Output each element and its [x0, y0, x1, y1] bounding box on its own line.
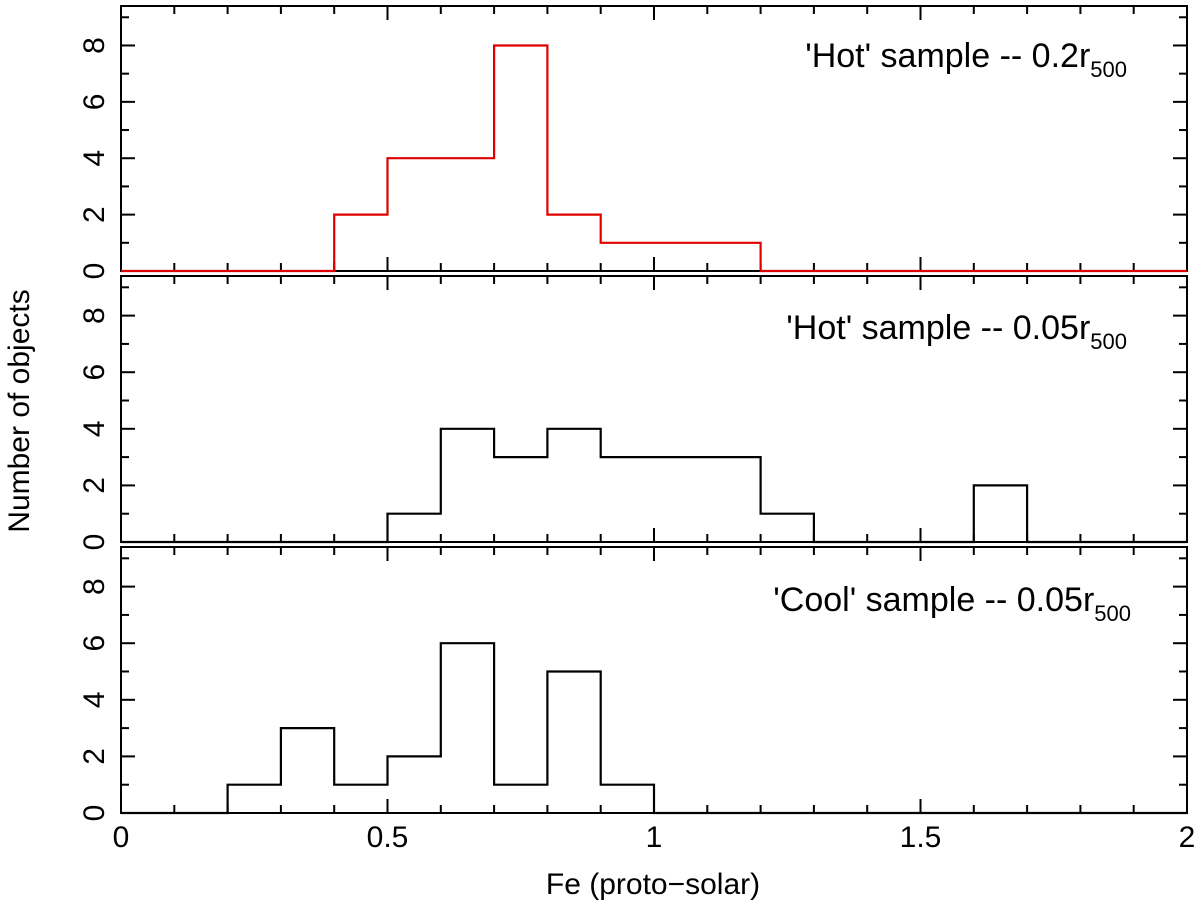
y-tick-label: 0 — [78, 534, 111, 551]
panel-title-subscript: 500 — [1094, 601, 1131, 626]
histogram-bar — [441, 429, 494, 542]
y-tick-label: 2 — [78, 748, 111, 765]
histogram-bar — [494, 785, 547, 813]
histogram-outline — [121, 427, 1187, 544]
panel-title-main: 'Hot' sample -- 0.05r — [786, 309, 1090, 347]
y-tick-label: 2 — [78, 206, 111, 223]
histogram-bar — [601, 457, 654, 542]
panel-3: 0 2 4 6 8 'Cool' sample -- 0.05r500 — [78, 546, 1188, 822]
histogram-bar — [388, 756, 441, 813]
y-tick-label: 4 — [78, 150, 111, 167]
x-tick-label: 0.5 — [367, 821, 409, 854]
histogram-bar — [441, 158, 494, 271]
histogram-bar — [334, 215, 387, 271]
y-axis-title: Number of objects — [3, 289, 36, 532]
histogram-bar — [494, 457, 547, 542]
y-tick-label: 6 — [78, 635, 111, 652]
histogram-bar — [654, 243, 707, 271]
x-tick-label: 1 — [646, 821, 663, 854]
histogram-bar — [761, 514, 814, 542]
histogram-bar — [547, 215, 600, 271]
panel-title-subscript: 500 — [1090, 57, 1127, 82]
y-tick-label: 6 — [78, 364, 111, 381]
x-tick-label: 0 — [113, 821, 130, 854]
histogram-bar — [974, 485, 1027, 542]
histogram-bar — [388, 514, 441, 542]
panel-title: 'Hot' sample -- 0.2r500 — [805, 37, 1127, 82]
histogram-bar — [707, 243, 760, 271]
panel-title: 'Hot' sample -- 0.05r500 — [786, 309, 1127, 354]
y-tick-label: 4 — [78, 420, 111, 437]
x-axis-title: Fe (proto−solar) — [546, 868, 760, 901]
panel-1: 0 2 4 6 8 'Hot' sample -- 0.2r500 — [78, 5, 1188, 280]
y-tick-label: 6 — [78, 94, 111, 111]
panel-title: 'Cool' sample -- 0.05r500 — [773, 581, 1131, 626]
y-tick-label: 8 — [78, 307, 111, 324]
y-tick-label: 0 — [78, 805, 111, 822]
histogram-bar — [441, 643, 494, 813]
histogram-bar — [228, 785, 281, 813]
histogram-bar — [334, 785, 387, 813]
histogram-bar — [494, 45, 547, 271]
y-tick-label: 0 — [78, 263, 111, 280]
histogram-bar — [707, 457, 760, 542]
histogram-bar — [601, 243, 654, 271]
histogram-outline — [121, 44, 1187, 273]
panel-title-main: 'Cool' sample -- 0.05r — [773, 581, 1094, 619]
y-tick-label: 4 — [78, 691, 111, 708]
histogram-bar — [388, 158, 441, 271]
x-tick-label: 2 — [1179, 821, 1196, 854]
panel-title-subscript: 500 — [1090, 329, 1127, 354]
y-tick-label: 8 — [78, 578, 111, 595]
histogram-bar — [547, 429, 600, 542]
histogram-bar — [281, 728, 334, 813]
histogram-outline — [121, 642, 1187, 815]
histogram-bar — [654, 457, 707, 542]
panel-title-main: 'Hot' sample -- 0.2r — [805, 37, 1090, 75]
y-tick-label: 8 — [78, 37, 111, 54]
x-tick-label: 1.5 — [900, 821, 942, 854]
y-tick-label: 2 — [78, 477, 111, 494]
histogram-bar — [601, 785, 654, 813]
panel-2: 0 2 4 6 8 'Hot' sample -- 0.05r500 — [78, 275, 1188, 551]
histogram-bar — [547, 672, 600, 813]
